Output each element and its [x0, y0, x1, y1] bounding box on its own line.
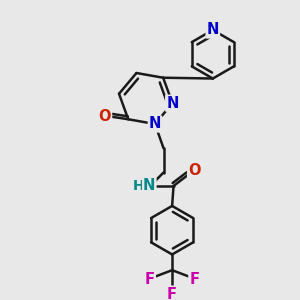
Text: H: H — [133, 179, 145, 193]
Text: F: F — [189, 272, 200, 287]
Text: N: N — [166, 96, 178, 111]
Text: N: N — [149, 116, 161, 131]
Text: O: O — [99, 109, 111, 124]
Text: N: N — [143, 178, 155, 194]
Text: O: O — [188, 163, 201, 178]
Text: F: F — [145, 272, 155, 287]
Text: N: N — [207, 22, 219, 38]
Text: F: F — [167, 286, 177, 300]
